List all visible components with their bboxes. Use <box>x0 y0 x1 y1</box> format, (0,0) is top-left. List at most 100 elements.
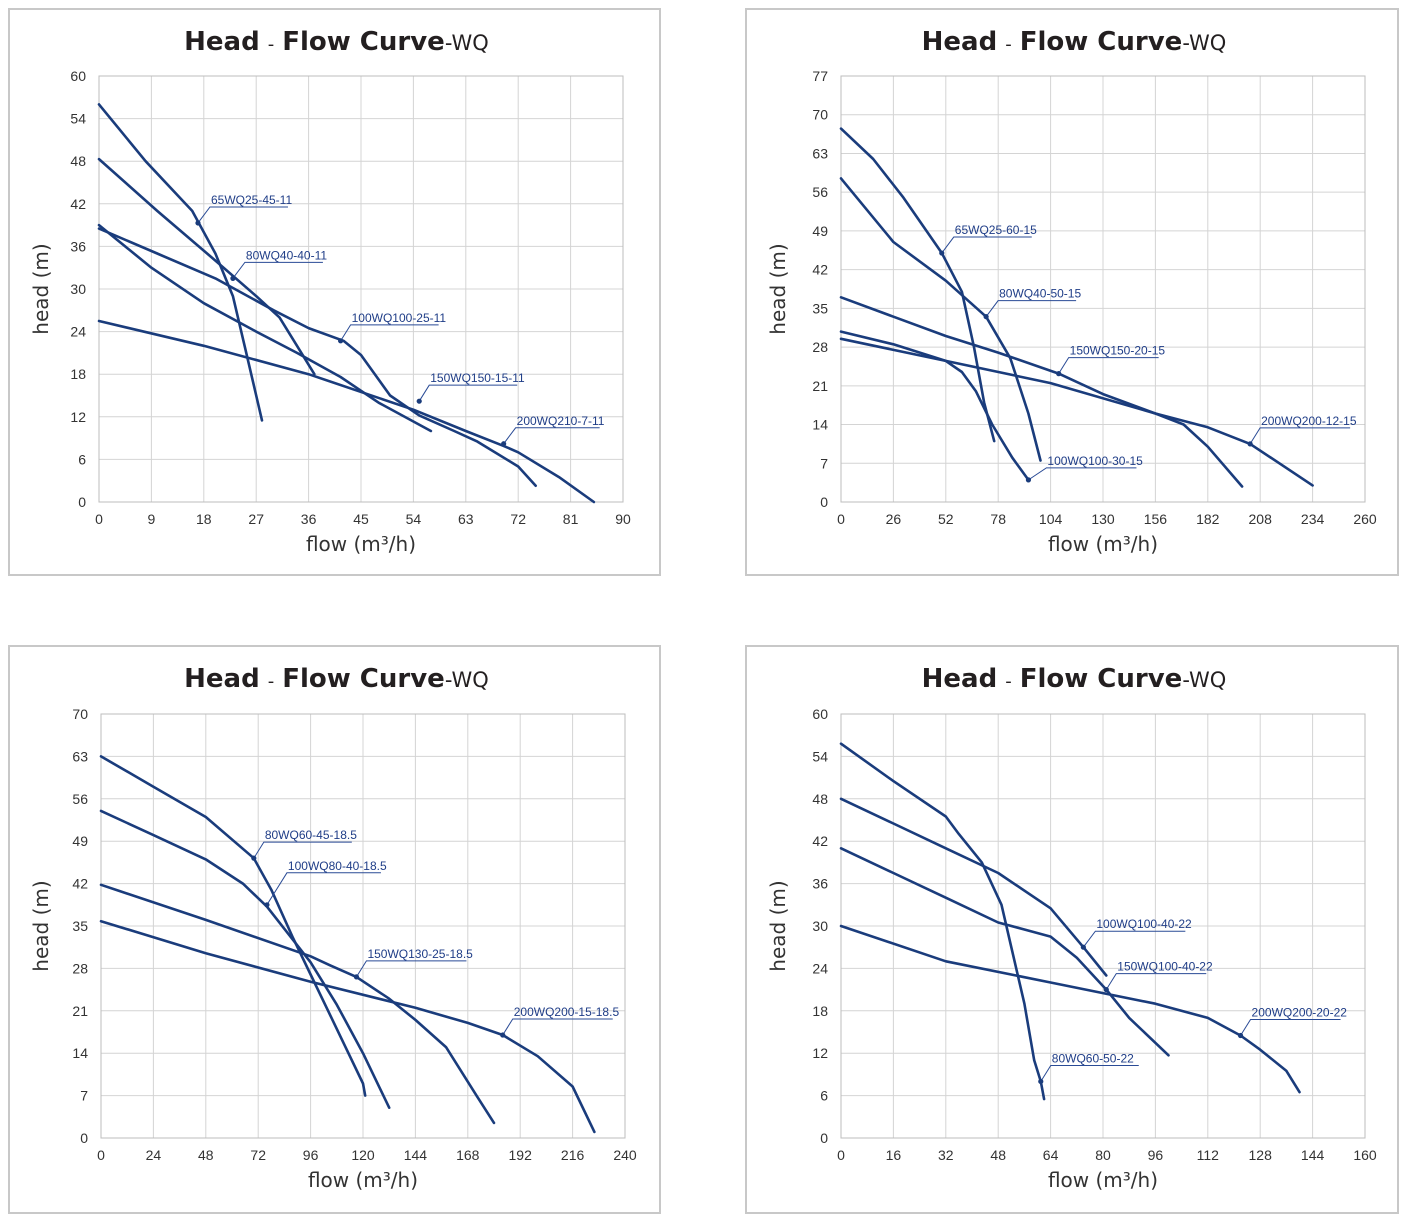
series-leader-line <box>941 236 1032 254</box>
series-label: 80WQ40-40-11 <box>246 248 327 262</box>
x-tick-label: 130 <box>1091 511 1115 527</box>
y-axis-label: head (m) <box>29 243 53 334</box>
x-axis-label: flow (m³/h) <box>306 532 416 556</box>
series-leader-line <box>1058 357 1159 374</box>
y-tick-label: 42 <box>812 833 828 849</box>
series-label: 80WQ40-50-15 <box>999 287 1081 301</box>
series-leader-line <box>418 384 518 402</box>
x-tick-label: 48 <box>198 1147 214 1163</box>
y-tick-label: 28 <box>72 960 88 976</box>
x-tick-label: 96 <box>1148 1147 1164 1163</box>
series-line-80WQ40-50-15 <box>839 177 1042 462</box>
series-label: 150WQ150-15-11 <box>430 371 525 385</box>
series-leader-line <box>340 324 439 342</box>
chart-svg-3: Head - Flow Curve-WQ 0 24 48 72 96 120 144 168 192 2… <box>29 664 637 1192</box>
y-tick-label: 54 <box>70 111 86 127</box>
series-marker <box>501 441 507 447</box>
series-marker <box>195 220 201 226</box>
series-leader-line <box>502 1018 613 1036</box>
y-tick-label: 12 <box>812 1045 828 1061</box>
series-line-100WQ100-30-15 <box>839 330 1030 482</box>
series-line-100WQ100-25-11 <box>97 223 433 433</box>
title-main: Flow Curve <box>282 27 445 57</box>
y-tick-label: 36 <box>812 876 828 892</box>
series-line-200WQ200-20-22 <box>839 924 1301 1094</box>
series-label: 150WQ100-40-22 <box>1117 960 1213 974</box>
y-tick-label: 0 <box>820 494 828 510</box>
series-label: 200WQ200-20-22 <box>1252 1006 1348 1020</box>
y-tick-label: 70 <box>812 107 828 123</box>
y-tick-label: 28 <box>812 339 828 355</box>
y-tick-label: 60 <box>812 706 828 722</box>
series-leader-line <box>197 206 288 224</box>
y-tick-label: 24 <box>70 324 86 340</box>
y-tick-label: 18 <box>812 1003 828 1019</box>
series-marker <box>251 855 257 861</box>
x-tick-label: 0 <box>97 1147 105 1163</box>
y-tick-label: 0 <box>820 1130 828 1146</box>
x-tick-label: 104 <box>1039 511 1063 527</box>
series-marker <box>500 1032 506 1038</box>
chart-title: Head - Flow Curve-WQ <box>922 664 1227 694</box>
x-tick-label: 144 <box>1301 1147 1325 1163</box>
chart-title: Head - Flow Curve-WQ <box>922 27 1227 57</box>
series-line-150WQ130-25-18.5 <box>99 883 496 1125</box>
plot-frame <box>840 75 1366 503</box>
series-marker <box>1247 441 1253 447</box>
x-tick-label: 81 <box>563 511 579 527</box>
chart-panel-1: Head - Flow Curve-WQ 0 9 18 27 36 45 54 63 72 81 90 0 6… <box>8 8 661 576</box>
x-tick-label: 0 <box>95 511 103 527</box>
x-tick-label: 156 <box>1144 511 1168 527</box>
title-suffix: -WQ <box>1182 668 1226 692</box>
y-tick-label: 0 <box>78 494 86 510</box>
series-marker <box>353 974 360 980</box>
series-line-150WQ100-40-22 <box>839 847 1170 1057</box>
series-line-80WQ60-50-22 <box>839 742 1046 1101</box>
title-main: Flow Curve <box>1020 664 1183 694</box>
y-tick-label: 6 <box>78 451 86 467</box>
x-tick-label: 80 <box>1095 1147 1111 1163</box>
x-axis-label: flow (m³/h) <box>308 1168 418 1192</box>
chart-svg-4: Head - Flow Curve-WQ0 16 32 48 64 80 96 112 128 144… <box>766 664 1377 1192</box>
y-tick-label: 18 <box>70 366 86 382</box>
series-label: 100WQ100-25-11 <box>352 311 447 325</box>
x-tick-label: 64 <box>1043 1147 1059 1163</box>
y-tick-label: 14 <box>72 1045 88 1061</box>
x-tick-label: 24 <box>146 1147 162 1163</box>
y-axis-label: head (m) <box>29 880 53 971</box>
y-tick-label: 35 <box>72 918 88 934</box>
title-separator: - <box>1005 34 1012 55</box>
series-label: 100WQ100-40-22 <box>1096 917 1192 931</box>
x-tick-label: 96 <box>303 1147 319 1163</box>
x-tick-label: 128 <box>1249 1147 1273 1163</box>
series-line-200WQ210-7-11 <box>97 319 596 504</box>
x-tick-label: 26 <box>886 511 902 527</box>
series-label: 100WQ100-30-15 <box>1047 454 1143 468</box>
y-tick-label: 60 <box>70 68 86 84</box>
x-tick-label: 52 <box>938 511 954 527</box>
series-line-150WQ150-20-15 <box>839 296 1244 488</box>
x-tick-label: 144 <box>404 1147 428 1163</box>
y-tick-label: 42 <box>70 196 86 212</box>
series-marker <box>230 275 236 281</box>
series-label: 100WQ80-40-18.5 <box>288 859 387 873</box>
x-tick-label: 48 <box>990 1147 1006 1163</box>
x-tick-label: 260 <box>1353 511 1377 527</box>
chart-svg-1: Head - Flow Curve-WQ 0 9 18 27 36 45 54 63 72 81 90 0 6… <box>29 27 631 556</box>
y-tick-label: 77 <box>812 68 828 84</box>
x-tick-label: 27 <box>248 511 264 527</box>
series-leader-line <box>232 261 323 279</box>
x-tick-label: 9 <box>148 511 156 527</box>
x-tick-label: 45 <box>353 511 369 527</box>
x-tick-label: 16 <box>886 1147 902 1163</box>
x-tick-label: 18 <box>196 511 212 527</box>
x-tick-label: 160 <box>1353 1147 1377 1163</box>
x-tick-label: 192 <box>509 1147 533 1163</box>
series-line-100WQ80-40-18.5 <box>99 809 391 1109</box>
title-head: Head <box>184 27 260 57</box>
series-leader-line <box>1040 1064 1139 1082</box>
x-tick-label: 208 <box>1249 511 1273 527</box>
y-tick-label: 7 <box>820 455 828 471</box>
x-tick-label: 90 <box>615 511 631 527</box>
x-tick-label: 216 <box>561 1147 585 1163</box>
